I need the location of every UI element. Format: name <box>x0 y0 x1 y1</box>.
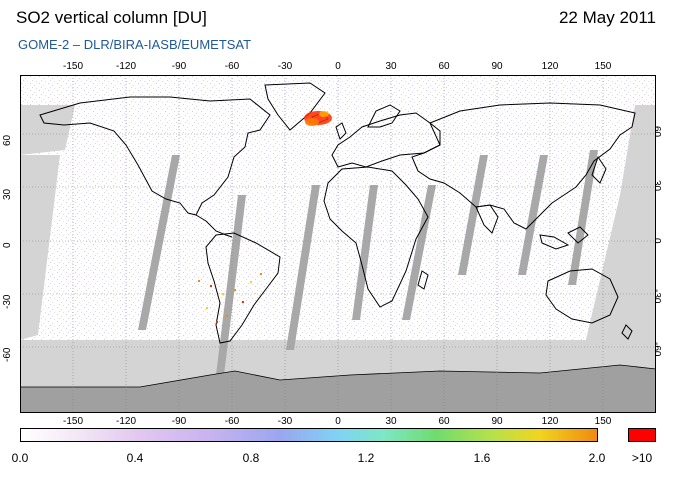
coastlines <box>39 82 636 344</box>
date-label: 22 May 2011 <box>558 8 656 27</box>
lat-tick-left: -60 <box>2 347 13 362</box>
lon-tick-bottom: -30 <box>277 416 293 427</box>
antarctica <box>20 364 656 413</box>
lon-tick-top: 120 <box>541 61 559 72</box>
lat-tick-left: 0 <box>2 242 13 248</box>
map-title: SO2 vertical column [DU] <box>16 8 207 27</box>
lon-tick-top: -120 <box>115 61 137 72</box>
lon-tick-top: -60 <box>224 61 240 72</box>
lat-tick-left: 30 <box>2 188 13 200</box>
colorbar-label: 2.0 <box>588 451 606 465</box>
lon-tick-top: -30 <box>277 61 293 72</box>
lon-tick-bottom: 0 <box>335 416 341 427</box>
lon-tick-top: 30 <box>385 61 397 72</box>
lon-tick-bottom: 90 <box>491 416 503 427</box>
colorbar-label: 0.0 <box>11 451 29 465</box>
lon-tick-top: 150 <box>594 61 612 72</box>
lon-tick-bottom: 60 <box>438 416 450 427</box>
colorbar-overflow-swatch <box>628 428 656 442</box>
nodata-right <box>580 105 656 365</box>
lon-tick-bottom: -120 <box>115 416 137 427</box>
nodata-left <box>20 105 75 155</box>
colorbar-label: 0.4 <box>126 451 144 465</box>
lon-tick-bottom: -150 <box>62 416 84 427</box>
lon-tick-bottom: 120 <box>541 416 559 427</box>
lon-tick-bottom: -90 <box>171 416 187 427</box>
south-america-noise <box>198 273 262 323</box>
colorbar-overflow-label: >10 <box>631 451 653 465</box>
lon-tick-top: -90 <box>171 61 187 72</box>
lon-tick-bottom: 150 <box>594 416 612 427</box>
colorbar-label: 0.8 <box>242 451 260 465</box>
so2-world-map <box>20 75 656 413</box>
lon-tick-top: -150 <box>62 61 84 72</box>
lon-tick-bottom: 30 <box>385 416 397 427</box>
so2-plume-iceland <box>304 111 332 126</box>
map-frame <box>20 75 656 413</box>
lon-tick-top: 0 <box>335 61 341 72</box>
source-subtitle: GOME-2 – DLR/BIRA-IASB/EUMETSAT <box>18 37 252 52</box>
lat-tick-left: -30 <box>2 294 13 309</box>
lon-tick-bottom: -60 <box>224 416 240 427</box>
lon-tick-top: 90 <box>491 61 503 72</box>
nodata-left-lower <box>20 155 60 340</box>
colorbar-label: 1.2 <box>357 451 375 465</box>
lon-tick-top: 60 <box>438 61 450 72</box>
lat-tick-left: 60 <box>2 134 13 146</box>
colorbar-label: 1.6 <box>473 451 491 465</box>
colorbar <box>20 428 598 442</box>
